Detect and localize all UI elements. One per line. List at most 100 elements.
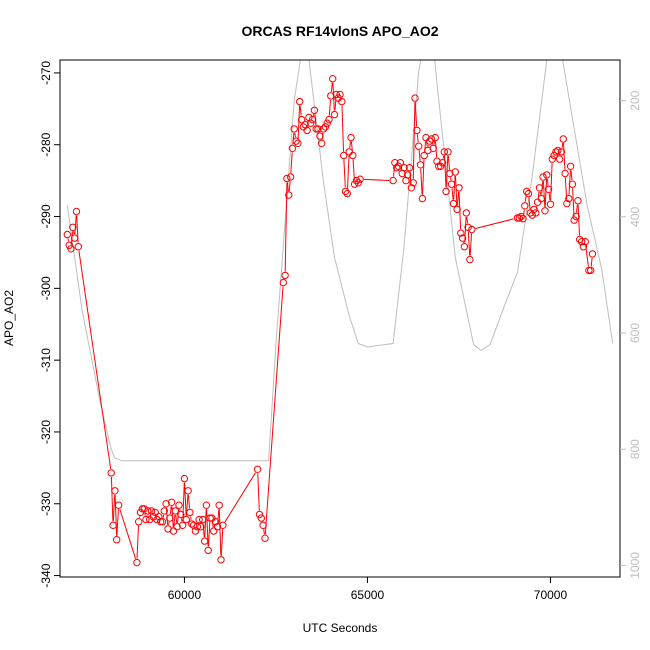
series-segment: [119, 508, 137, 559]
series-segment: [299, 105, 302, 116]
data-point: [336, 90, 344, 99]
data-point: [396, 159, 405, 167]
right-tick-label: 600: [628, 323, 642, 343]
series-segment: [528, 197, 531, 210]
data-point: [285, 191, 293, 199]
series-segment: [542, 180, 546, 207]
data-point: [178, 521, 187, 529]
data-point: [166, 514, 174, 522]
primary-series: [63, 75, 597, 567]
data-point: [565, 194, 573, 203]
data-point: [135, 518, 143, 526]
series-segment: [467, 231, 471, 256]
series-segment: [444, 155, 447, 188]
data-point: [354, 179, 362, 187]
x-axis: 60000 65000 70000: [168, 577, 568, 602]
data-point: [184, 487, 192, 495]
series-segment: [590, 257, 593, 267]
data-point: [308, 115, 317, 124]
series-segment: [114, 494, 118, 536]
series-segment: [341, 105, 344, 152]
data-point: [200, 537, 209, 545]
series-segment: [204, 509, 207, 538]
data-point: [340, 151, 348, 160]
data-point: [356, 175, 364, 183]
data-point: [407, 184, 416, 192]
data-point: [427, 135, 436, 143]
data-point: [350, 180, 359, 188]
data-point: [173, 523, 181, 531]
data-point: [415, 142, 423, 150]
data-point: [563, 199, 571, 208]
data-point: [259, 521, 267, 529]
data-point: [416, 161, 425, 169]
series-segment: [184, 482, 187, 516]
data-point: [261, 534, 269, 542]
data-point: [464, 223, 472, 232]
series-segment: [548, 193, 551, 201]
data-point: [581, 238, 589, 246]
series-segment: [364, 178, 390, 181]
data-point: [325, 115, 333, 124]
series-segment: [288, 180, 291, 192]
data-point: [197, 523, 205, 531]
data-point: [517, 212, 525, 221]
data-point: [460, 243, 469, 251]
data-point: [144, 507, 152, 515]
series-segment: [447, 155, 450, 170]
data-point: [211, 518, 220, 526]
data-point: [114, 501, 123, 509]
data-point: [160, 507, 169, 515]
data-point: [70, 234, 79, 242]
x-tick-label: 70000: [534, 588, 568, 602]
data-point: [253, 465, 262, 473]
data-point: [151, 508, 159, 517]
data-point: [109, 521, 117, 529]
data-point: [72, 207, 81, 216]
data-point: [555, 155, 564, 163]
series-segment: [110, 476, 114, 522]
series-segment: [208, 522, 211, 547]
y-tick-label: -270: [39, 61, 53, 85]
y-tick-label: -280: [39, 132, 53, 156]
series-segment: [187, 494, 191, 509]
data-point: [566, 162, 575, 171]
chart-title: ORCAS RF14vlonS APO_AO2: [241, 23, 438, 39]
data-point: [544, 185, 553, 194]
data-point: [341, 187, 350, 196]
right-tick-label: 1000: [628, 552, 642, 579]
y-tick-label: -340: [39, 563, 53, 587]
data-point: [440, 148, 448, 156]
series-segment: [544, 178, 548, 207]
data-point: [411, 94, 419, 102]
data-point: [319, 125, 328, 133]
data-point: [349, 151, 357, 160]
data-point: [453, 205, 461, 214]
data-point: [296, 97, 304, 106]
series-segment: [347, 155, 350, 190]
series-segment: [409, 171, 412, 184]
data-point: [314, 125, 322, 133]
series-segment: [136, 525, 139, 559]
series-segment: [546, 178, 549, 186]
data-point: [451, 168, 459, 176]
data-point: [177, 510, 185, 519]
series-segment: [67, 238, 69, 242]
data-point: [462, 209, 470, 217]
series-segment: [294, 132, 296, 138]
data-point: [343, 189, 351, 198]
series-segment: [182, 482, 185, 522]
data-point: [303, 126, 311, 135]
series-segment: [218, 509, 222, 556]
x-tick-label: 65000: [351, 588, 385, 602]
data-point: [140, 505, 148, 513]
series-segment: [577, 204, 580, 236]
series-segment: [78, 250, 112, 469]
right-tick-label: 800: [628, 439, 642, 459]
series-segment: [457, 191, 460, 206]
data-point: [281, 271, 289, 280]
series-segment: [469, 233, 472, 256]
data-point: [67, 245, 75, 253]
plot-frame: [59, 59, 621, 578]
